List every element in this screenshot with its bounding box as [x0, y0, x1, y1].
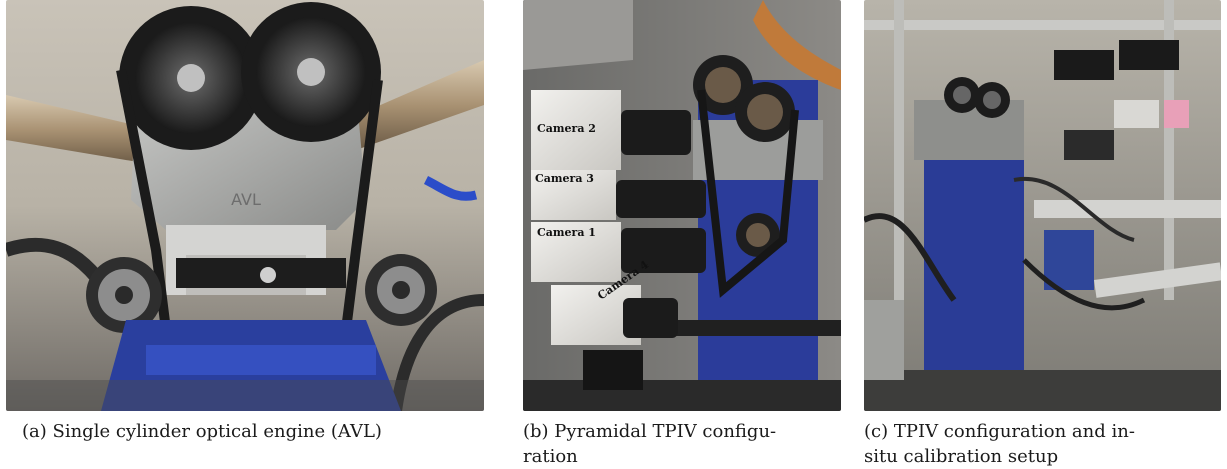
camera-1: Camera 1 — [531, 222, 706, 282]
camera-2: Camera 2 — [531, 90, 691, 170]
svg-text:Camera 3: Camera 3 — [535, 172, 594, 185]
caption-b: (b) Pyramidal TPIV configu- ration — [523, 419, 841, 469]
camera-setup-photo-icon: Camera 2 Camera 3 Camera 1 Camera 4 — [523, 0, 841, 411]
caption-c-line-1: (c) TPIV configuration and in- — [864, 421, 1135, 442]
svg-text:Camera 2: Camera 2 — [537, 122, 596, 135]
engine-photo: AVL — [6, 0, 484, 411]
caption-c-line-2: situ calibration setup — [864, 446, 1059, 467]
caption-b-line-2: ration — [523, 446, 578, 467]
avl-engraving: AVL — [231, 190, 261, 209]
caption-a: (a) Single cylinder optical engine (AVL) — [22, 421, 382, 442]
calibration-setup-photo — [864, 0, 1221, 411]
calibration-setup-photo-icon — [864, 0, 1221, 411]
engine-photo-icon: AVL — [6, 0, 484, 411]
caption-b-line-1: (b) Pyramidal TPIV configu- — [523, 421, 777, 442]
svg-text:Camera 1: Camera 1 — [537, 226, 596, 239]
caption-c: (c) TPIV configuration and in- situ cali… — [864, 419, 1221, 469]
camera-3: Camera 3 — [531, 170, 706, 220]
camera-setup-photo: Camera 2 Camera 3 Camera 1 Camera 4 — [523, 0, 841, 411]
